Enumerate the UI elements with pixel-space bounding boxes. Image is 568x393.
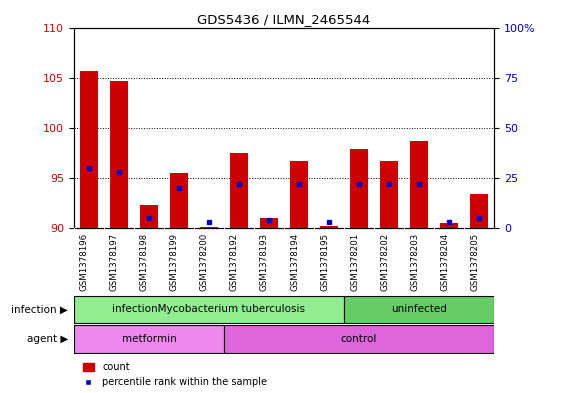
Bar bbox=[200, 227, 218, 228]
FancyBboxPatch shape bbox=[224, 325, 494, 353]
Bar bbox=[320, 226, 338, 228]
Bar bbox=[230, 153, 248, 228]
FancyBboxPatch shape bbox=[344, 296, 494, 323]
Text: GSM1378198: GSM1378198 bbox=[140, 233, 149, 291]
Bar bbox=[440, 223, 458, 228]
Text: GSM1378197: GSM1378197 bbox=[110, 233, 119, 291]
Title: GDS5436 / ILMN_2465544: GDS5436 / ILMN_2465544 bbox=[197, 13, 371, 26]
Text: GSM1378205: GSM1378205 bbox=[470, 233, 479, 291]
Bar bbox=[350, 149, 368, 228]
Bar bbox=[170, 173, 188, 228]
Text: GSM1378194: GSM1378194 bbox=[290, 233, 299, 291]
Text: GSM1378203: GSM1378203 bbox=[410, 233, 419, 291]
Bar bbox=[110, 81, 128, 228]
Text: GSM1378196: GSM1378196 bbox=[80, 233, 89, 291]
Text: uninfected: uninfected bbox=[391, 305, 447, 314]
Text: agent ▶: agent ▶ bbox=[27, 334, 68, 344]
Text: GSM1378201: GSM1378201 bbox=[350, 233, 359, 291]
Text: control: control bbox=[341, 334, 377, 344]
Bar bbox=[140, 205, 158, 228]
Text: GSM1378199: GSM1378199 bbox=[170, 233, 179, 290]
Text: GSM1378192: GSM1378192 bbox=[230, 233, 239, 291]
Bar bbox=[410, 141, 428, 228]
Text: infection ▶: infection ▶ bbox=[11, 305, 68, 314]
Text: metformin: metformin bbox=[122, 334, 176, 344]
Text: GSM1378195: GSM1378195 bbox=[320, 233, 329, 291]
FancyBboxPatch shape bbox=[74, 325, 224, 353]
Text: GSM1378193: GSM1378193 bbox=[260, 233, 269, 291]
Text: infectionMycobacterium tuberculosis: infectionMycobacterium tuberculosis bbox=[112, 305, 306, 314]
Bar bbox=[380, 161, 398, 228]
Legend: count, percentile rank within the sample: count, percentile rank within the sample bbox=[79, 358, 271, 391]
FancyBboxPatch shape bbox=[74, 296, 344, 323]
Bar bbox=[260, 218, 278, 228]
Bar bbox=[470, 194, 488, 228]
Text: GSM1378202: GSM1378202 bbox=[380, 233, 389, 291]
Bar bbox=[80, 71, 98, 228]
Text: GSM1378204: GSM1378204 bbox=[440, 233, 449, 291]
Text: GSM1378200: GSM1378200 bbox=[200, 233, 209, 291]
Bar bbox=[290, 161, 308, 228]
